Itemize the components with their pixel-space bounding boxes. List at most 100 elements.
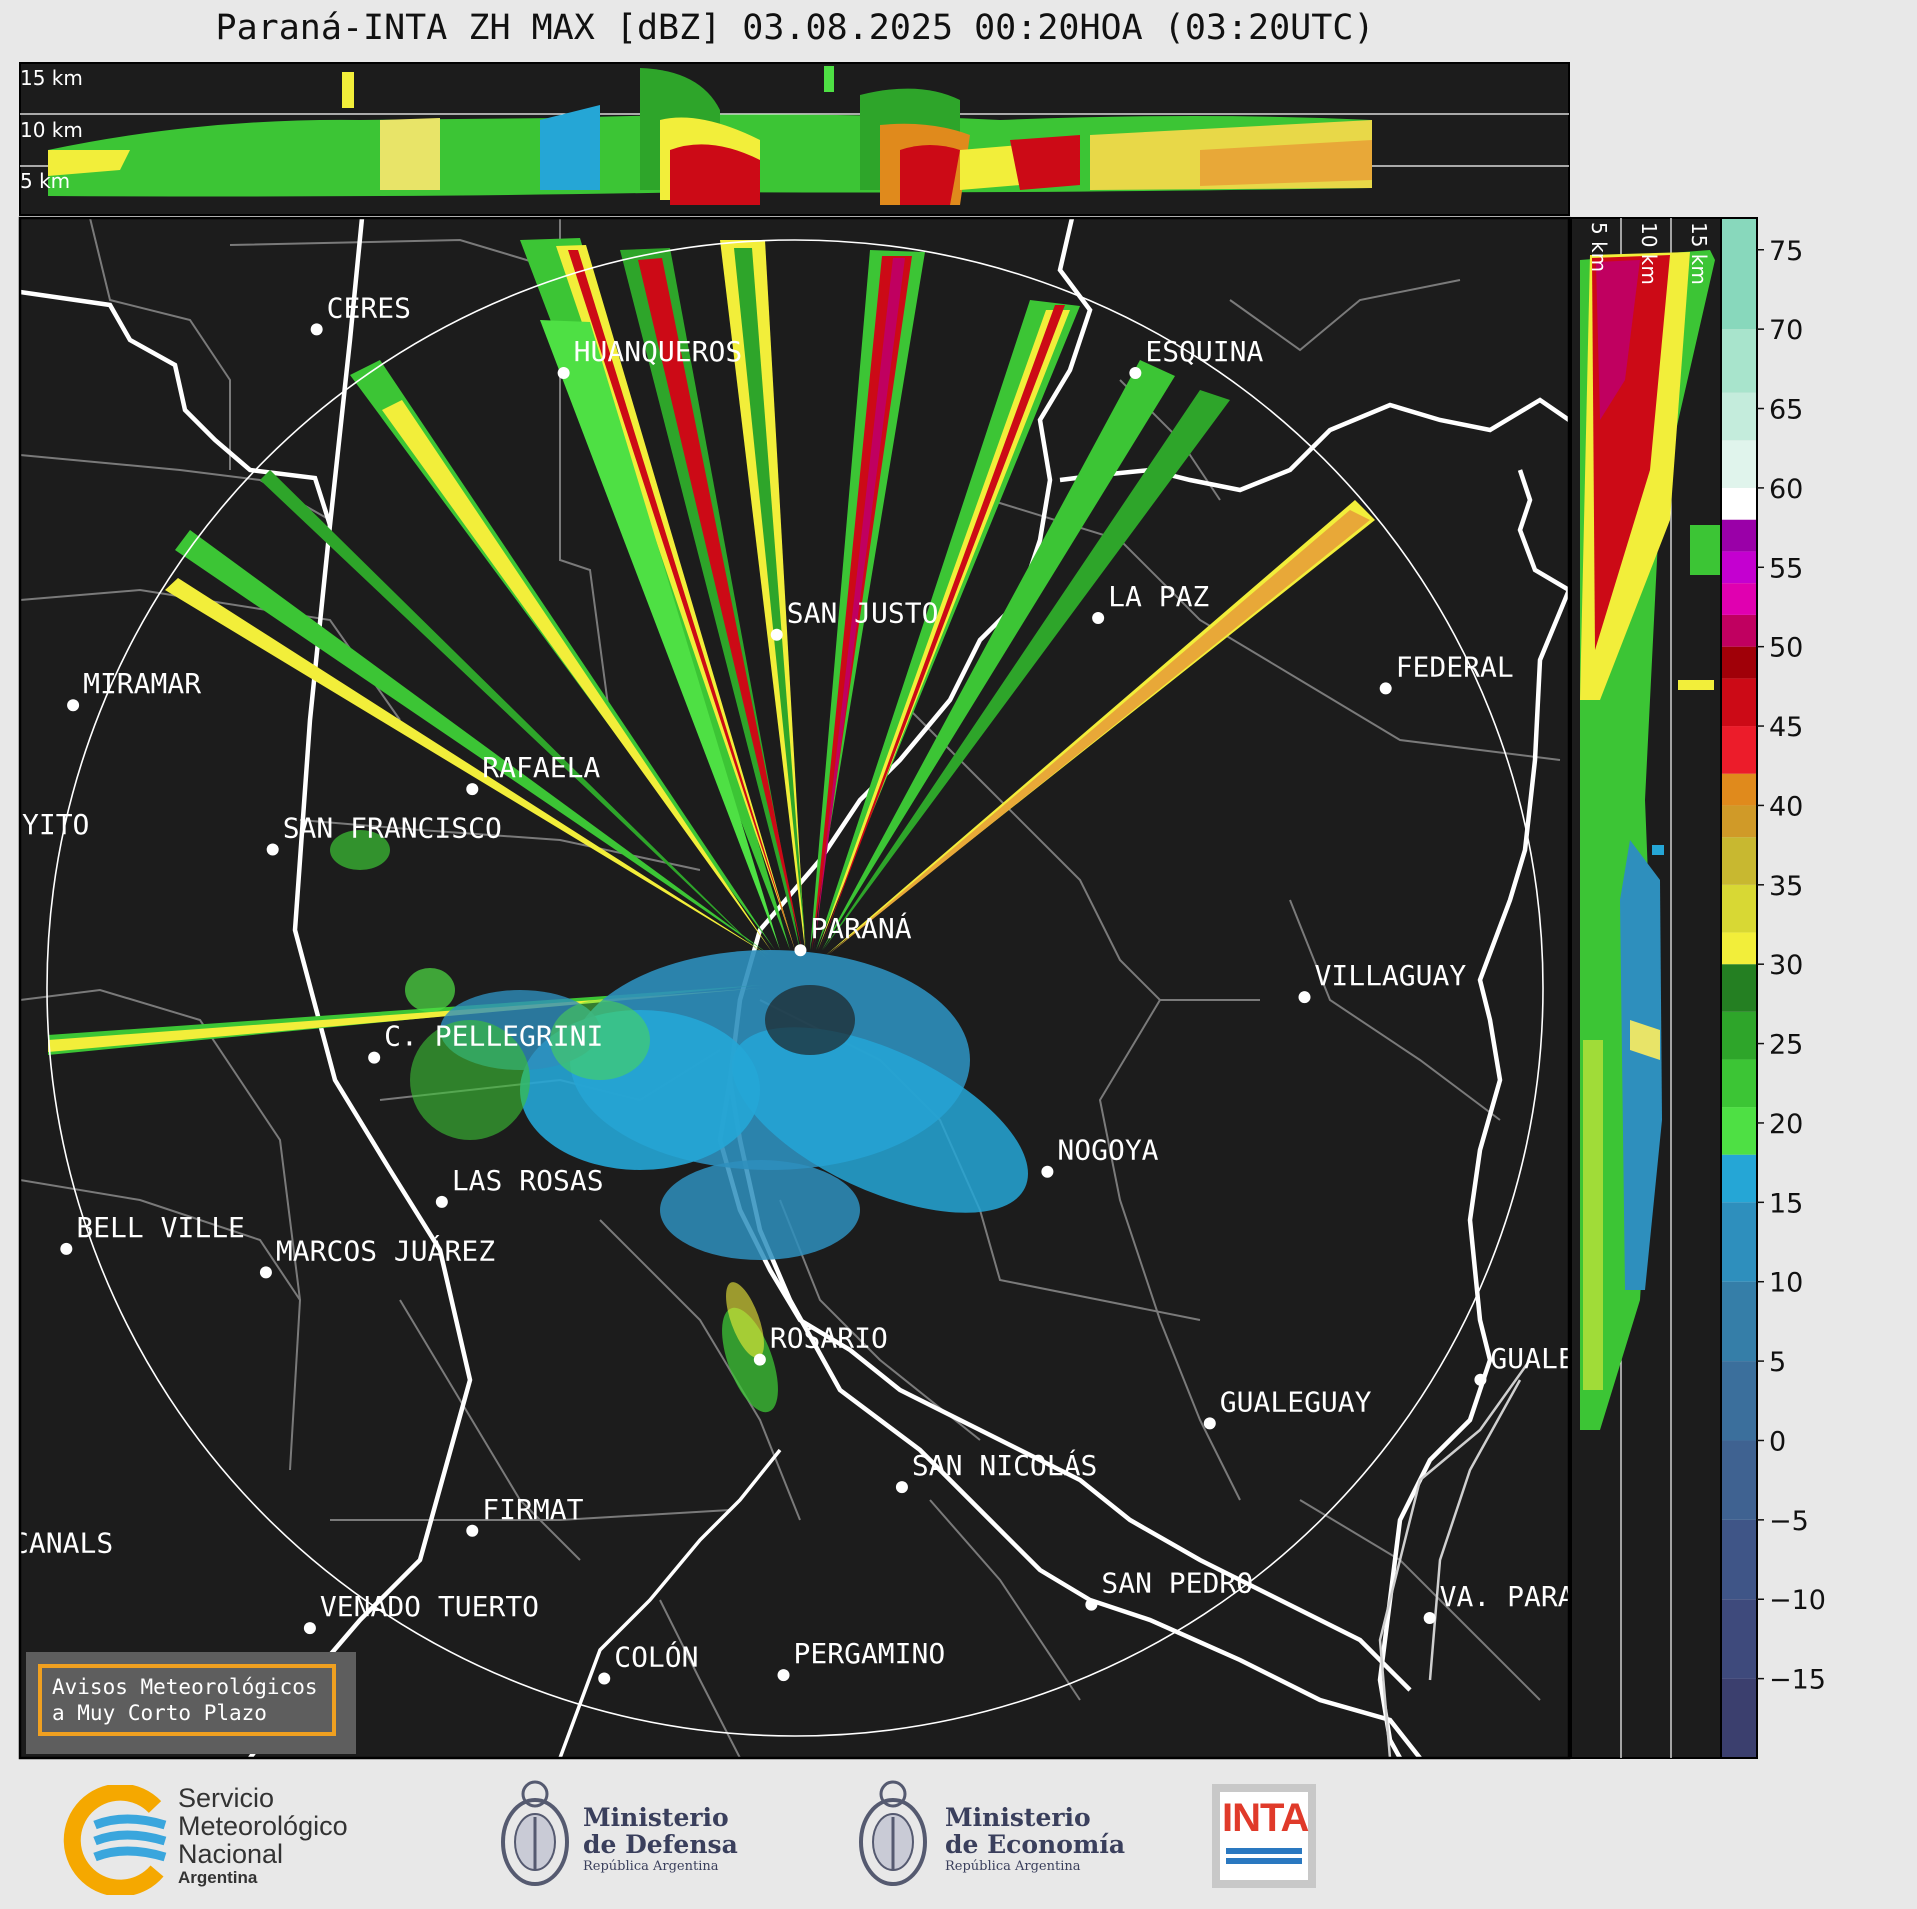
city-label: MARCOS JUÁREZ	[276, 1233, 495, 1267]
city-marker: VILLAGUAY	[1298, 959, 1467, 1004]
city-label: ROSARIO	[770, 1322, 888, 1355]
city-marker: FEDERAL	[1379, 650, 1514, 695]
top-height-panel: 15 km 10 km 5 km	[19, 62, 1570, 216]
city-dot	[466, 783, 479, 796]
city-label: GUALEGUAY	[1220, 1385, 1372, 1418]
city-marker: SAN NICOLÁS	[895, 1448, 1097, 1494]
colorbar-band	[1721, 218, 1757, 330]
colorbar-tick-label: 40	[1769, 791, 1803, 822]
smn-icon	[63, 1785, 167, 1895]
side-height-label-10: 10 km	[1637, 222, 1661, 285]
city-label: VILLAGUAY	[1315, 959, 1467, 992]
side-height-label-15: 15 km	[1687, 222, 1711, 285]
colorbar-tick-label: −15	[1769, 1665, 1826, 1696]
city-label: COLÓN	[614, 1639, 698, 1673]
side-height-label-5: 5 km	[1587, 222, 1611, 272]
warning-line-1: Avisos Meteorológicos	[52, 1675, 318, 1699]
colorbar-band	[1721, 1202, 1757, 1282]
city-marker: VA. PARANACIT	[1423, 1580, 1659, 1625]
warning-line-2: a Muy Corto Plazo	[52, 1701, 267, 1725]
top-height-label-10: 10 km	[20, 118, 83, 142]
city-marker: GUALEGUAYC	[1474, 1342, 1569, 1386]
colorbar-tick-label: 75	[1769, 236, 1803, 267]
colorbar-band	[1721, 964, 1757, 1012]
city-marker: ARROYITO	[0, 808, 89, 841]
colorbar-band	[1721, 392, 1757, 441]
colorbar-band	[1721, 1678, 1757, 1758]
chart-title: Paraná-INTA ZH MAX [dBZ] 03.08.2025 00:2…	[215, 8, 1375, 48]
city-dot	[794, 944, 807, 957]
city-label: CERES	[327, 291, 411, 324]
colorbar-tick-label: 50	[1769, 633, 1803, 664]
smn-line-2: Meteorológico	[178, 1811, 348, 1841]
city-dot	[1379, 682, 1392, 695]
range-ring	[46, 239, 1544, 1737]
coat-of-arms-icon	[501, 1780, 569, 1886]
city-dot	[557, 366, 570, 379]
colorbar-tick-label: 15	[1769, 1188, 1803, 1219]
city-label: C. PELLEGRINI	[384, 1020, 603, 1053]
economia-line-3: República Argentina	[945, 1859, 1081, 1874]
city-label: FIRMAT	[482, 1493, 583, 1526]
city-marker: NOGOYA	[1041, 1134, 1159, 1178]
side-height-panel: 5 km 10 km 15 km	[1570, 217, 1722, 1759]
colorbar-band	[1721, 1361, 1757, 1441]
colorbar-tick-label: −10	[1769, 1585, 1826, 1616]
echo-field	[330, 830, 1028, 1413]
colorbar-band	[1721, 678, 1757, 727]
city-dot	[435, 1195, 448, 1208]
smn-line-3: Nacional	[178, 1839, 284, 1869]
colorbar-tick-label: −5	[1769, 1506, 1809, 1537]
city-dot	[259, 1266, 272, 1279]
city-label: ARROYITO	[0, 808, 89, 841]
city-marker: SAN FRANCISCO	[266, 812, 502, 856]
coat-of-arms-icon	[859, 1780, 927, 1886]
colorbar-tick-label: 55	[1769, 553, 1803, 584]
defensa-line-3: República Argentina	[583, 1859, 719, 1874]
colorbar-band	[1721, 1059, 1757, 1108]
city-label: MIRAMAR	[83, 667, 201, 700]
city-dot	[303, 1622, 316, 1635]
colorbar-tick-label: 70	[1769, 315, 1803, 346]
smn-line-4: Argentina	[178, 1868, 258, 1887]
city-dot	[266, 843, 279, 856]
city-label: BELL VILLE	[76, 1211, 245, 1244]
top-height-label-5: 5 km	[20, 169, 70, 193]
colorbar-band	[1721, 1440, 1757, 1520]
colorbar-band	[1721, 805, 1757, 838]
colorbar-band	[1721, 551, 1757, 584]
top-panel-echoes	[48, 66, 1372, 205]
city-marker: PERGAMINO	[777, 1637, 946, 1682]
colorbar-band	[1721, 440, 1757, 488]
colorbar-band	[1721, 1107, 1757, 1155]
city-label: RAFAELA	[482, 751, 600, 784]
city-dot	[310, 323, 323, 336]
colorbar-tick-label: 60	[1769, 474, 1803, 505]
inta-logo: INTA	[1212, 1784, 1316, 1888]
side-panel-echoes	[1580, 250, 1720, 1430]
colorbar-tick-label: 0	[1769, 1426, 1786, 1457]
city-marker: ESQUINA	[1129, 335, 1264, 379]
city-marker: GUALEGUAY	[1203, 1385, 1372, 1430]
city-label: PERGAMINO	[794, 1637, 946, 1670]
city-label: VA. PARANACIT	[1440, 1580, 1659, 1613]
city-marker: CANALS	[20, 1526, 113, 1559]
colorbar-band	[1721, 646, 1757, 679]
city-marker: PARANÁ	[794, 911, 912, 957]
city-marker: MIRAMAR	[67, 667, 201, 712]
colorbar-tick-label: 45	[1769, 712, 1803, 743]
city-marker: SAN PEDRO	[1085, 1567, 1253, 1611]
city-label: LAS ROSAS	[452, 1164, 604, 1197]
colorbar-band	[1721, 932, 1757, 965]
city-dot	[1474, 1373, 1487, 1386]
colorbar-tick-label: 25	[1769, 1030, 1803, 1061]
city-marker: C. PELLEGRINI	[368, 1020, 603, 1064]
city-marker: HUANQUEROS	[557, 335, 742, 379]
city-dot	[466, 1524, 479, 1537]
city-dot	[60, 1242, 73, 1255]
city-dot	[1085, 1598, 1098, 1611]
city-marker: SAN JUSTO	[770, 597, 938, 641]
